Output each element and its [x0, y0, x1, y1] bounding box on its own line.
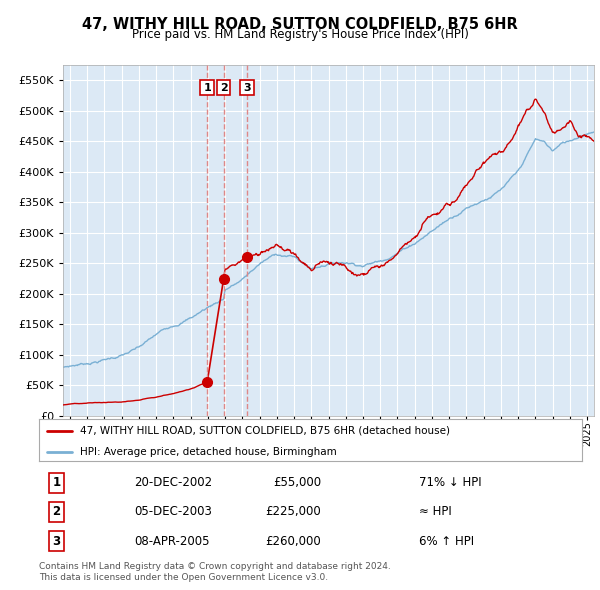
Text: 47, WITHY HILL ROAD, SUTTON COLDFIELD, B75 6HR (detached house): 47, WITHY HILL ROAD, SUTTON COLDFIELD, B… — [80, 426, 450, 436]
Text: 2: 2 — [220, 83, 227, 93]
Text: ≈ HPI: ≈ HPI — [419, 506, 452, 519]
Text: 47, WITHY HILL ROAD, SUTTON COLDFIELD, B75 6HR: 47, WITHY HILL ROAD, SUTTON COLDFIELD, B… — [82, 17, 518, 31]
Text: 3: 3 — [243, 83, 251, 93]
Text: £260,000: £260,000 — [266, 535, 322, 548]
Text: 71% ↓ HPI: 71% ↓ HPI — [419, 476, 482, 489]
Text: 3: 3 — [52, 535, 61, 548]
Text: 20-DEC-2002: 20-DEC-2002 — [134, 476, 212, 489]
Text: £55,000: £55,000 — [273, 476, 322, 489]
Text: £225,000: £225,000 — [266, 506, 322, 519]
Text: Price paid vs. HM Land Registry's House Price Index (HPI): Price paid vs. HM Land Registry's House … — [131, 28, 469, 41]
Text: 08-APR-2005: 08-APR-2005 — [134, 535, 209, 548]
Text: 05-DEC-2003: 05-DEC-2003 — [134, 506, 212, 519]
Text: 1: 1 — [203, 83, 211, 93]
Text: 2: 2 — [52, 506, 61, 519]
Text: Contains HM Land Registry data © Crown copyright and database right 2024.: Contains HM Land Registry data © Crown c… — [39, 562, 391, 571]
Text: 1: 1 — [52, 476, 61, 489]
Text: This data is licensed under the Open Government Licence v3.0.: This data is licensed under the Open Gov… — [39, 573, 328, 582]
Text: HPI: Average price, detached house, Birmingham: HPI: Average price, detached house, Birm… — [80, 447, 337, 457]
Text: 6% ↑ HPI: 6% ↑ HPI — [419, 535, 474, 548]
